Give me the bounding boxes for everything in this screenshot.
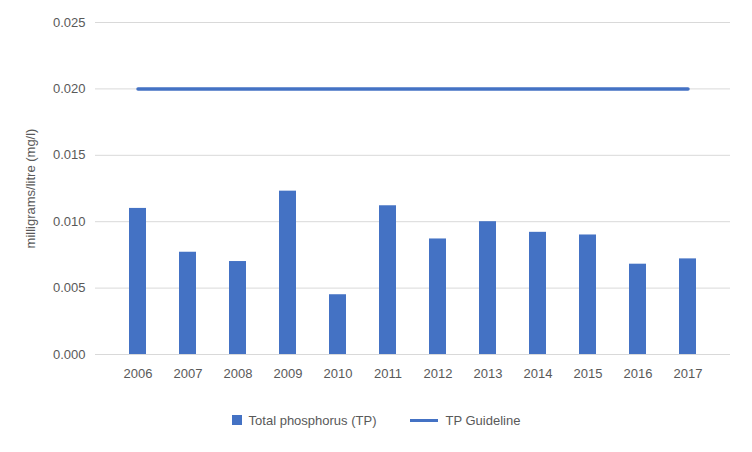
svg-text:0.015: 0.015 <box>53 147 86 162</box>
svg-text:2016: 2016 <box>624 366 653 381</box>
html-text:TP Guideline: TP Guideline <box>445 412 521 428</box>
svg-text:0.020: 0.020 <box>53 81 86 96</box>
svg-text:2012: 2012 <box>424 366 453 381</box>
svg-text:2013: 2013 <box>474 366 503 381</box>
svg-text:2010: 2010 <box>324 366 353 381</box>
svg-text:2014: 2014 <box>524 366 553 381</box>
svg-text:2009: 2009 <box>274 366 303 381</box>
svg-text:2011: 2011 <box>374 366 402 381</box>
svg-text:0.010: 0.010 <box>53 214 86 229</box>
svg-text:2007: 2007 <box>174 366 203 381</box>
svg-text:2017: 2017 <box>674 366 703 381</box>
svg-text:2015: 2015 <box>574 366 603 381</box>
html-text:Total phosphorus (TP): Total phosphorus (TP) <box>248 412 377 428</box>
svg-text:2006: 2006 <box>124 366 153 381</box>
svg-text:0.000: 0.000 <box>53 347 86 362</box>
svg-text:0.005: 0.005 <box>53 280 86 295</box>
svg-text:milligrams/litre (mg/l): milligrams/litre (mg/l) <box>23 129 38 249</box>
svg-text:0.025: 0.025 <box>53 15 86 30</box>
svg-text:2008: 2008 <box>224 366 253 381</box>
